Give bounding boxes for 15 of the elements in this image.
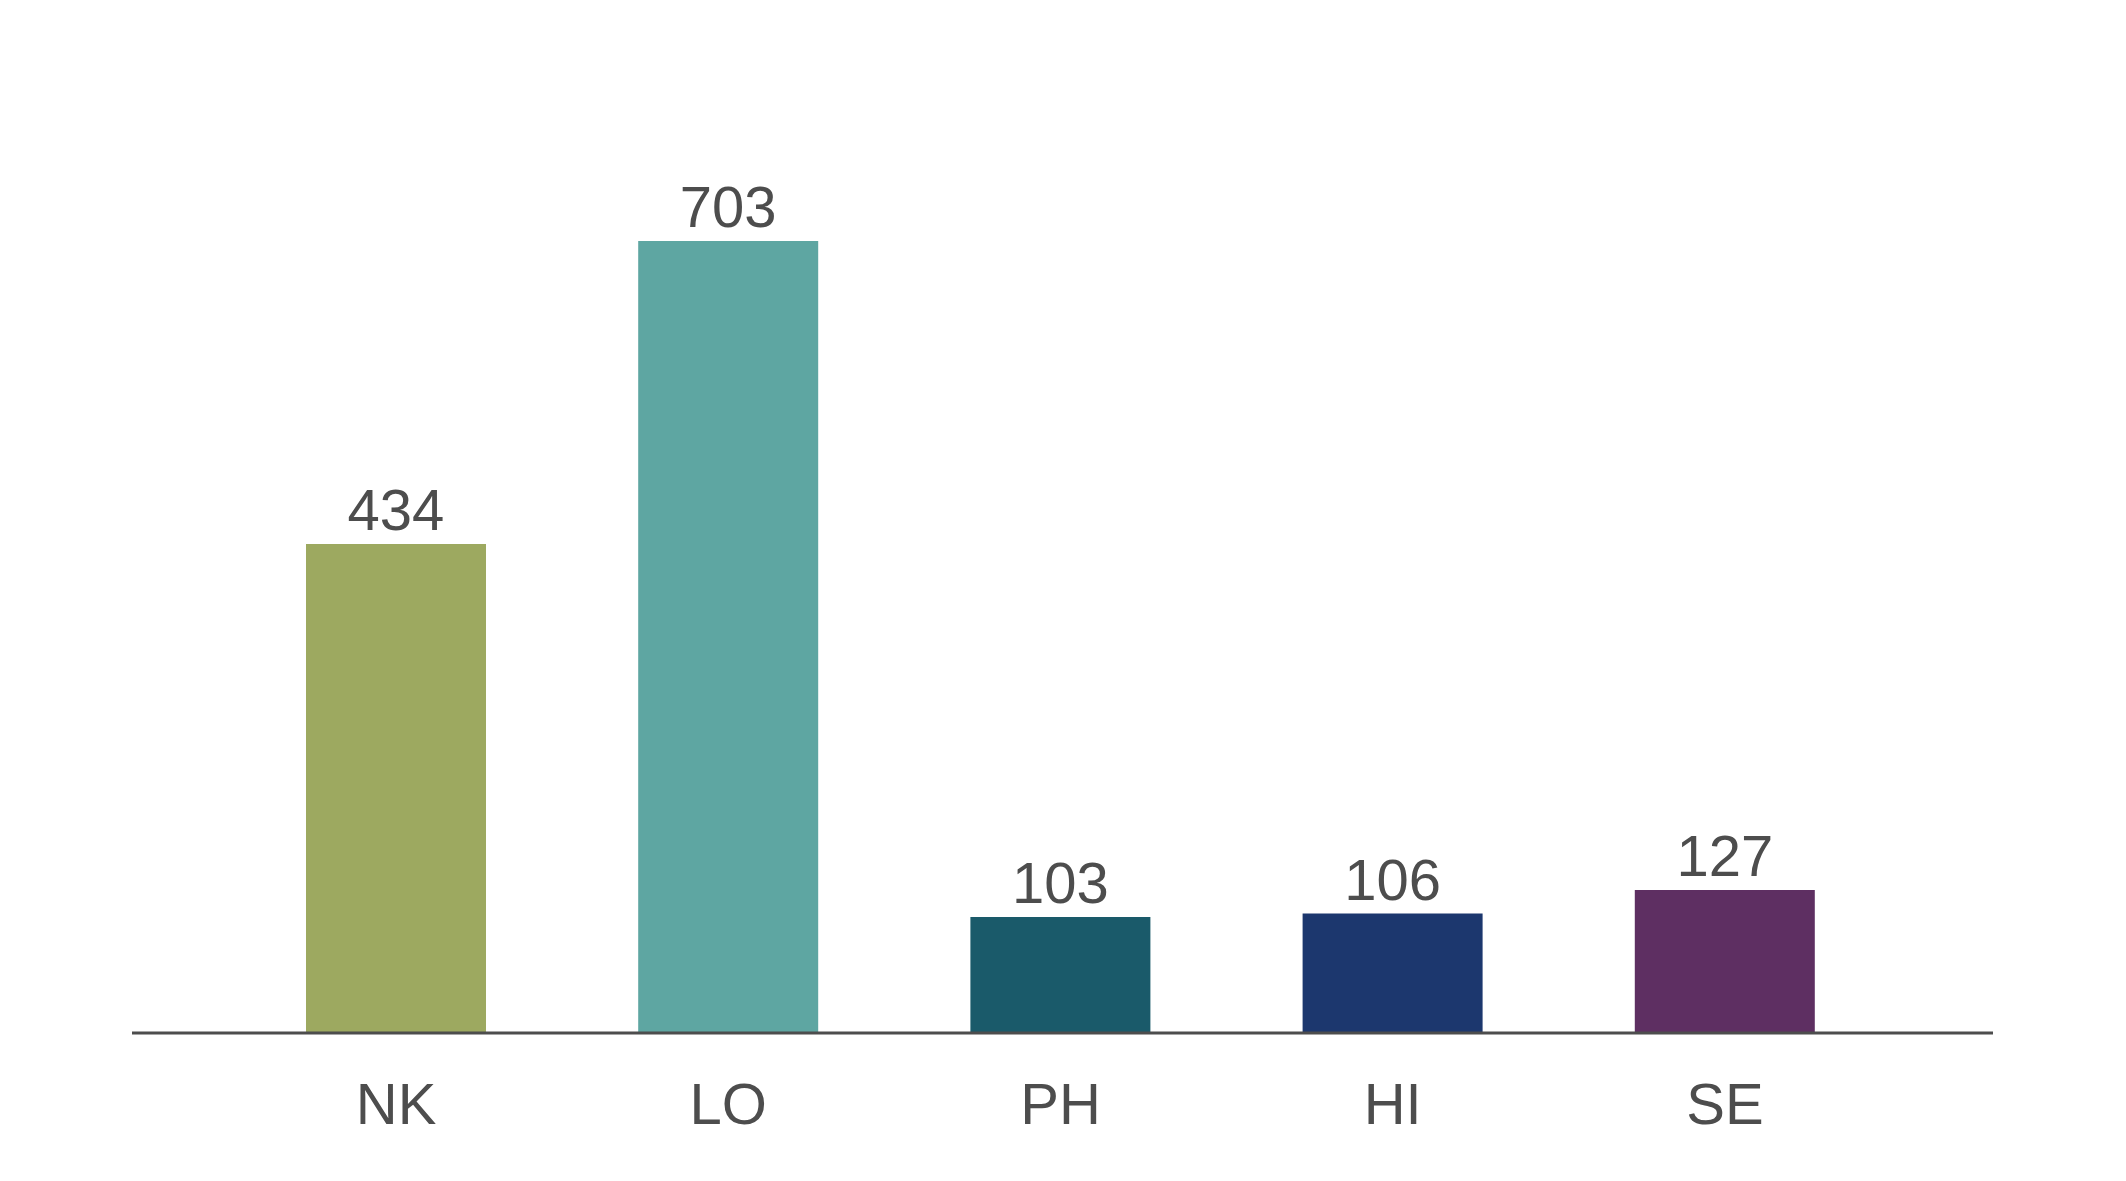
bar — [1634, 889, 1815, 1033]
bar — [306, 544, 486, 1033]
data-label: 703 — [679, 174, 777, 239]
bar — [638, 241, 819, 1033]
data-label: 103 — [1012, 849, 1109, 915]
data-label: 106 — [1344, 846, 1441, 912]
x-tick-label: NK — [355, 1071, 437, 1137]
data-label: 434 — [347, 477, 445, 543]
x-tick-label: PH — [1020, 1071, 1101, 1137]
x-tick-label: HI — [1363, 1071, 1422, 1137]
bar — [970, 916, 1151, 1033]
x-tick-label: SE — [1686, 1071, 1764, 1137]
bar — [1302, 913, 1483, 1033]
data-label: 127 — [1676, 822, 1774, 888]
x-tick-label: LO — [689, 1071, 767, 1137]
